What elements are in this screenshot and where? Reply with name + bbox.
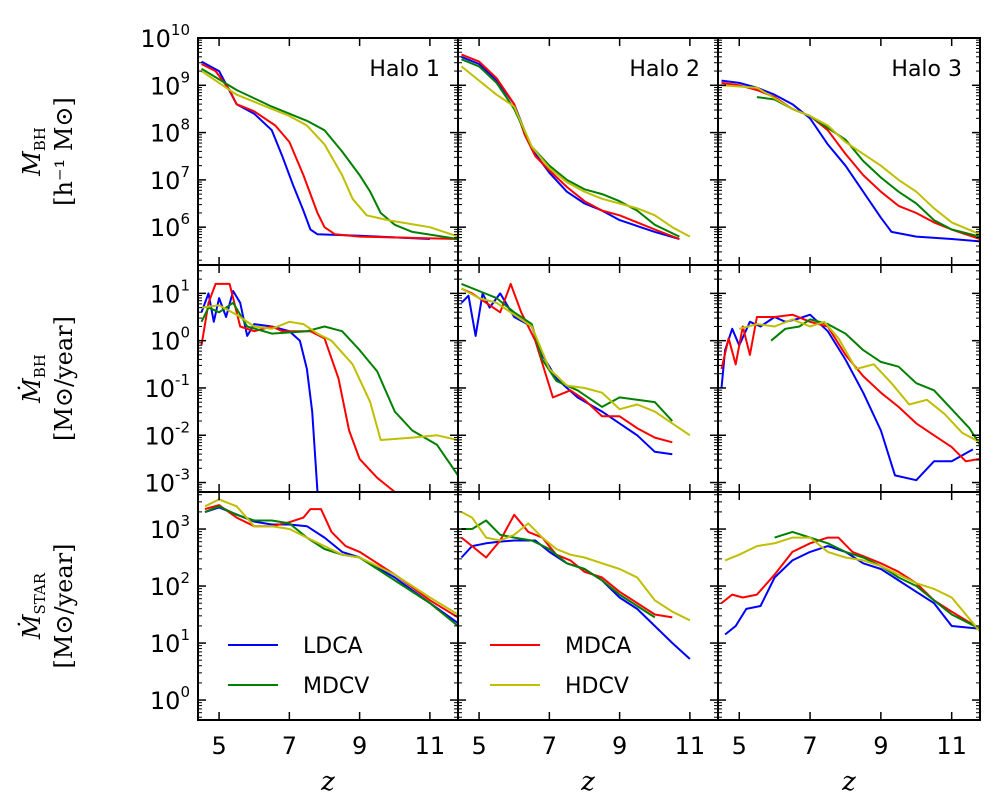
x-tick-label: 7: [282, 732, 297, 760]
x-tick-label: 7: [802, 732, 817, 760]
legend-label-ldca: LDCA: [303, 634, 363, 659]
series-line-mdcv-r3c1: [204, 505, 458, 627]
series-line-ldca-r2c3: [720, 313, 974, 482]
series-line-ldca-r2c1: [200, 290, 319, 492]
series-line-hdcv-r2c2: [461, 287, 691, 437]
x-tick-label: 5: [732, 732, 747, 760]
y-tick-label: 101: [150, 626, 190, 658]
series-line-mdcv-r2c1: [200, 301, 458, 476]
y-tick-label: 101: [150, 276, 190, 308]
y-tick-label: 10-3: [144, 466, 190, 498]
y-tick-label: 100: [150, 683, 190, 715]
series-line-mdcv-r1c2: [461, 58, 680, 238]
series-line-mdca-r2c2: [461, 282, 673, 444]
panel-r3-c3: [717, 491, 981, 721]
series-line-mdca-r1c2: [461, 53, 680, 240]
x-tick-label: 5: [471, 732, 486, 760]
y-tick-label: 103: [150, 512, 190, 544]
legend-label-hdcv: HDCV: [565, 674, 629, 699]
series-line-mdca-r3c2: [460, 513, 673, 619]
y-axis-label-unit: [M⊙/year]: [50, 543, 78, 668]
panel-r1-c2: Halo 2: [457, 37, 719, 266]
series-line-mdcv-r3c2: [461, 519, 656, 619]
x-axis-label: z: [320, 767, 335, 797]
x-axis-label: z: [580, 767, 595, 797]
series-line-hdcv-r3c1: [204, 498, 458, 616]
series-line-mdca-r1c1: [201, 63, 458, 240]
series-line-mdca-r3c1: [204, 504, 458, 619]
halo-title: Halo 1: [369, 57, 440, 82]
panel-frame: [717, 491, 981, 721]
panel-r1-c1: Halo 1: [197, 37, 459, 266]
series-line-mdca-r1c3: [721, 81, 980, 240]
series-line-hdcv-r2c3: [738, 318, 980, 444]
series-line-ldca-r3c1: [204, 506, 458, 624]
x-tick-label: 9: [873, 732, 888, 760]
x-tick-label: 5: [211, 732, 226, 760]
legend-label-mdca: MDCA: [565, 634, 631, 659]
series-line-mdca-r3c3: [720, 536, 980, 630]
panel-r2-c1: [197, 264, 459, 493]
y-tick-label: 102: [150, 569, 190, 601]
x-tick-label: 11: [675, 732, 706, 760]
y-axis-label-unit: [h⁻¹ M⊙]: [50, 97, 78, 206]
y-axis-label-unit: [M⊙/year]: [50, 316, 78, 441]
series-line-mdca-r2c3: [720, 313, 980, 463]
series-line-hdcv-r1c2: [460, 65, 691, 238]
series-line-ldca-r1c2: [461, 55, 680, 240]
legend-label-mdcv: MDCV: [303, 674, 369, 699]
x-tick-label: 11: [936, 732, 967, 760]
y-tick-label: 10-2: [144, 418, 190, 450]
y-tick-label: 10-1: [144, 371, 190, 403]
series-line-ldca-r3c3: [724, 545, 980, 636]
x-tick-label: 7: [542, 732, 557, 760]
y-axis-label-main: ṀSTAR: [17, 572, 49, 640]
y-axis-label-main: ṀBH: [17, 354, 49, 404]
x-tick-label: 9: [352, 732, 367, 760]
halo-title: Halo 2: [629, 57, 700, 82]
y-tick-label: 100: [150, 324, 190, 356]
x-tick-label: 11: [415, 732, 446, 760]
series-line-hdcv-r3c2: [461, 511, 691, 622]
series-line-mdcv-r1c1: [200, 67, 458, 240]
panel-r1-c3: Halo 3: [717, 37, 981, 266]
x-tick-label: 9: [612, 732, 627, 760]
y-axis-label-main: MBH: [18, 127, 49, 177]
series-line-hdcv-r3c3: [724, 536, 980, 633]
series-line-mdcv-r1c3: [756, 96, 980, 238]
series-line-hdcv-r1c1: [200, 70, 458, 238]
panel-r3-c2: [457, 491, 719, 721]
y-tick-label: 109: [150, 68, 190, 100]
series-line-hdcv-r2c1: [201, 304, 458, 441]
series-line-mdca-r2c1: [200, 282, 396, 492]
series-line-mdcv-r2c3: [770, 318, 980, 446]
y-tick-label: 106: [150, 210, 190, 242]
panel-r2-c3: [717, 264, 981, 493]
halo-title: Halo 3: [891, 57, 962, 82]
series-line-mdcv-r2c2: [461, 282, 674, 422]
panel-r2-c2: [457, 264, 719, 493]
y-tick-label: 108: [150, 116, 190, 148]
y-tick-label: 1010: [140, 21, 190, 53]
series-line-ldca-r1c1: [201, 60, 430, 240]
panel-frame: [717, 264, 981, 493]
y-tick-label: 107: [150, 163, 190, 195]
series-line-hdcv-r1c3: [721, 84, 980, 236]
x-axis-label: z: [841, 767, 856, 797]
